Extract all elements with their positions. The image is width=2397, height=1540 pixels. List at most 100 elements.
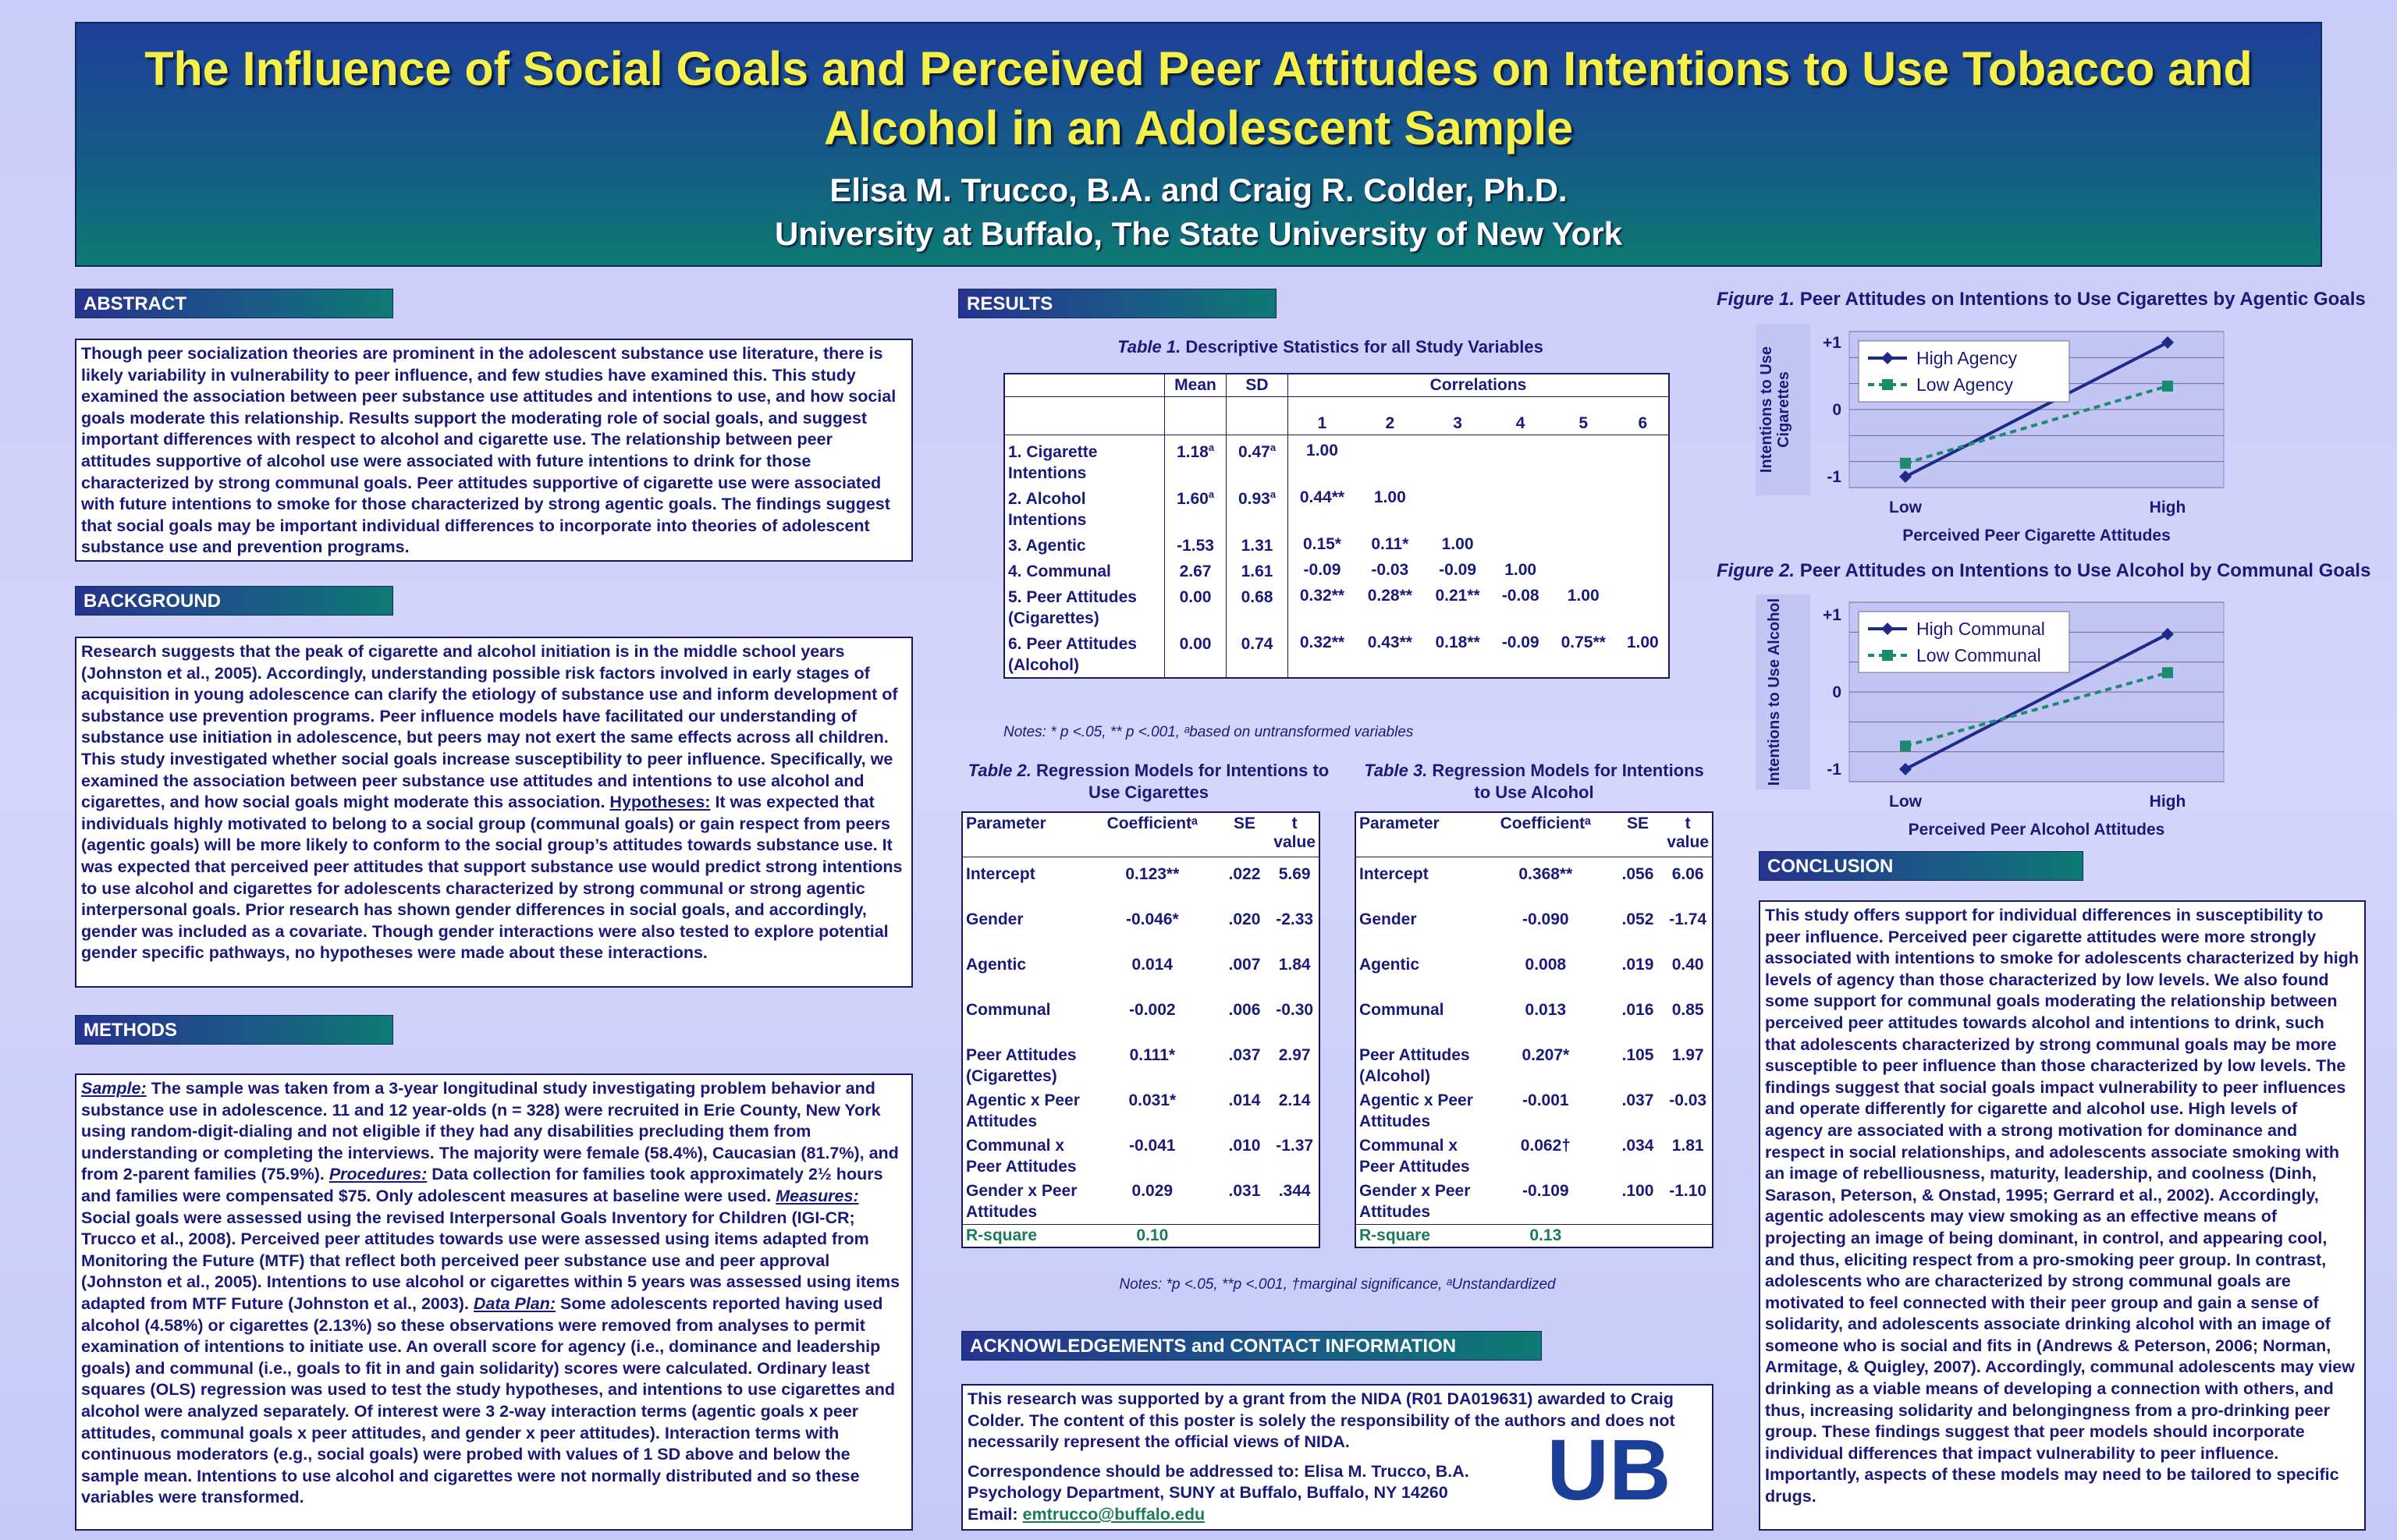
table2-rsquare-value: 0.10: [1086, 1224, 1219, 1247]
table2-cell: -1.37: [1276, 1137, 1314, 1155]
methods-box: Sample: The sample was taken from a 3-ye…: [75, 1073, 913, 1531]
table1-sd-cell: 1.61: [1226, 558, 1288, 584]
table1-corr-cell: 0.21**: [1435, 587, 1480, 605]
table3-row: Agentic x Peer Attitudes -0.001 .037 -0.03: [1355, 1088, 1713, 1134]
table1-corr-cell: 0.75**: [1561, 633, 1606, 651]
table3-cell: .105: [1621, 1046, 1654, 1064]
table1-corr-cell: [1491, 435, 1549, 486]
table2-head-cell: Coefficientᵃ: [1086, 812, 1219, 857]
table2-body: Parameter Coefficientᵃ SE t value Intercept 0…: [962, 812, 1319, 1247]
figure2-label: Figure 2.: [1717, 560, 1795, 581]
table1-corr-cell: [1356, 435, 1424, 486]
table3-cell: .100: [1621, 1182, 1654, 1200]
table1-sd-cell: 0.74: [1226, 630, 1288, 678]
table1-corr-col: 3: [1423, 396, 1492, 435]
table1-row-label: 5. Peer Attitudes (Cigarettes): [1008, 588, 1137, 627]
sample-text: The sample was taken from a 3-year longi…: [81, 1079, 899, 1184]
dataplan-label: Data Plan:: [473, 1293, 556, 1313]
table3-row: Agentic 0.008 .019 0.40: [1355, 953, 1713, 998]
table2-cell: 2.97: [1278, 1046, 1311, 1064]
table1-corr-cell: [1618, 485, 1669, 532]
table1-corr-cell: 0.28**: [1367, 587, 1412, 605]
table2-cell: 5.69: [1278, 865, 1311, 883]
table1-corr-cell: 1.00: [1626, 633, 1659, 651]
table2-cell: .014: [1228, 1091, 1261, 1109]
table2-cell: Agentic: [966, 956, 1027, 974]
table3-cell: 0.207*: [1522, 1046, 1570, 1064]
table2-cell: .006: [1228, 1001, 1261, 1019]
table1-mean: 2.67: [1179, 562, 1212, 580]
abstract-box: Though peer socialization theories are p…: [75, 339, 913, 562]
table3: Parameter Coefficientᵃ SE t value Intercept 0…: [1355, 811, 1713, 1248]
figure2-caption: Figure 2. Peer Attitudes on Intentions t…: [1717, 560, 2388, 582]
legend-marker: [1881, 623, 1894, 635]
table3-cell: 6.06: [1671, 865, 1704, 883]
figure1-caption: Figure 1. Peer Attitudes on Intentions t…: [1717, 289, 2388, 310]
table1-mean-sup: a: [1208, 442, 1215, 453]
figure2-title: Peer Attitudes on Intentions to Use Alco…: [1795, 560, 2371, 581]
legend-label: Low Agency: [1916, 374, 2014, 395]
legend-label: Low Communal: [1916, 645, 2041, 665]
table1-sd-cell: 0.68: [1226, 584, 1288, 630]
poster-authors: Elisa M. Trucco, B.A. and Craig R. Colde…: [829, 172, 1568, 208]
table3-cell: -0.109: [1522, 1182, 1569, 1200]
results-heading: RESULTS: [958, 289, 1277, 318]
background-text: Research suggests that the peak of cigar…: [81, 641, 907, 964]
data-point: [1899, 470, 1912, 483]
table1-sd: 0.47: [1238, 443, 1270, 461]
table2-cell: Peer Attitudes (Cigarettes): [966, 1046, 1077, 1085]
table1-corr-col: 2: [1355, 396, 1424, 435]
table1-corr-cell: 0.44**: [1287, 485, 1356, 532]
contact-email-line: Email: emtrucco@buffalo.edu: [968, 1504, 1707, 1526]
table2-label: Table 2.: [968, 761, 1032, 780]
x-tick-label: High: [2150, 499, 2186, 516]
figure1-label: Figure 1.: [1717, 289, 1795, 310]
conclusion-text: This study offers support for individual…: [1765, 906, 2360, 1506]
y-tick-label: 0: [1832, 683, 1841, 701]
measures-text: Social goals were assessed using the rev…: [81, 1208, 900, 1313]
table1-sd-cell: 0.47a: [1226, 435, 1288, 485]
table3-cell: .034: [1621, 1137, 1654, 1155]
table3-cell: Intercept: [1359, 865, 1429, 883]
table1-sd: 1.61: [1241, 562, 1273, 580]
table3-row: Communal x Peer Attitudes 0.062† .034 1.81: [1355, 1134, 1713, 1179]
table2-cell: -0.30: [1276, 1001, 1314, 1019]
y-tick-label: -1: [1827, 468, 1841, 486]
table3-cell: 1.81: [1671, 1137, 1704, 1155]
background-heading: BACKGROUND: [75, 586, 393, 616]
table2-cell: Gender x Peer Attitudes: [966, 1182, 1078, 1221]
table2-cell: 0.111*: [1129, 1046, 1176, 1064]
table1-mean: -1.53: [1177, 537, 1214, 555]
table1-mean: 0.00: [1179, 588, 1212, 606]
table1-row: 3. Agentic -1.53 1.31 0.15* 0.11* 1.00: [1004, 532, 1669, 558]
table1-corner: [1004, 374, 1165, 397]
table1-row: 1. Cigarette Intentions 1.18a 0.47a 1.00: [1004, 435, 1669, 486]
table1-corr-cell: -0.09: [1287, 558, 1356, 584]
table2-cell: 0.031*: [1128, 1091, 1177, 1109]
email-link[interactable]: emtrucco@buffalo.edu: [1022, 1504, 1206, 1524]
table2-cell: -2.33: [1276, 910, 1314, 928]
ub-logo: UB: [1540, 1422, 1678, 1518]
table3-cell: Gender: [1359, 910, 1417, 928]
table2-blank: [1218, 1224, 1271, 1247]
background-text-2: It was expected that individuals highly …: [81, 793, 903, 963]
table1-corr-cell: -0.03: [1371, 561, 1409, 579]
x-tick-label: Low: [1889, 793, 1923, 811]
table1-corr-cell: 0.18**: [1435, 633, 1480, 651]
data-point: [2162, 380, 2173, 392]
y-tick-label: -1: [1827, 761, 1841, 779]
table3-cell: -0.03: [1669, 1091, 1707, 1109]
table1-mean-cell: -1.53: [1164, 532, 1227, 558]
table2-cell: Gender: [966, 910, 1024, 928]
abstract-text: Though peer socialization theories are p…: [81, 344, 897, 557]
table2-row: Agentic x Peer Attitudes 0.031* .014 2.14: [962, 1088, 1319, 1134]
table2-cell: .010: [1228, 1137, 1261, 1155]
table3-cell: 0.85: [1671, 1001, 1704, 1019]
table1-blank: [1226, 396, 1288, 435]
table1-sd-sup: a: [1270, 488, 1277, 500]
background-box: Research suggests that the peak of cigar…: [75, 637, 913, 988]
acknowledgements-text: This research was supported by a grant f…: [968, 1389, 1675, 1452]
table1-mean: 0.00: [1179, 635, 1212, 653]
y-axis-label-line: Intentions to Use: [1758, 346, 1775, 473]
legend-marker: [1882, 650, 1893, 661]
